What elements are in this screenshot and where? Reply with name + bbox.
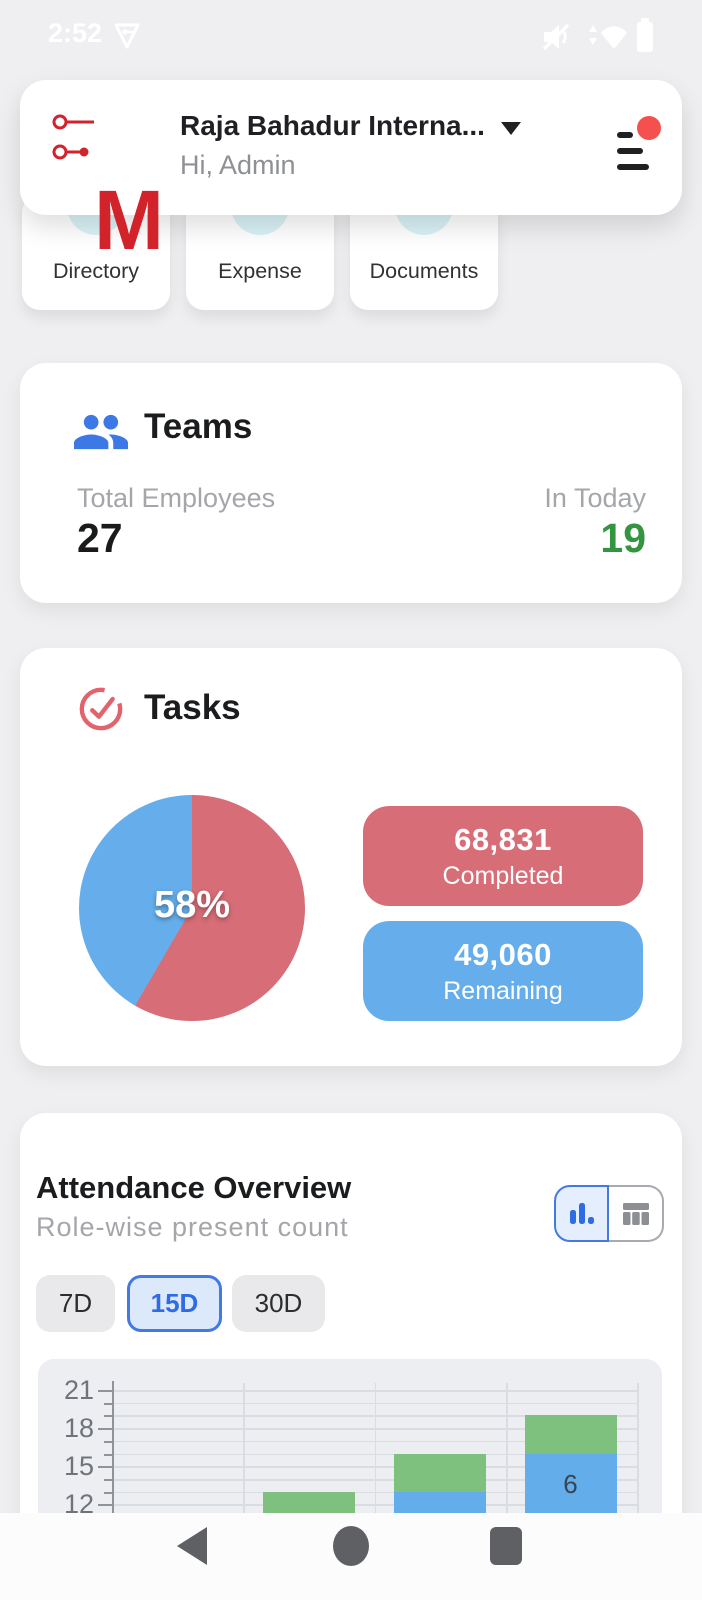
quick-card-label: Expense <box>218 259 302 283</box>
quick-card-label: Directory <box>52 259 139 283</box>
attendance-subtitle: Role-wise present count <box>36 1212 349 1242</box>
remaining-value: 49,060 <box>454 936 552 972</box>
attendance-title: Attendance Overview <box>36 1170 352 1205</box>
table-icon <box>622 1202 649 1225</box>
in-today-label: In Today <box>544 483 646 513</box>
remaining-pill: 49,060 Remaining <box>363 921 643 1021</box>
company-name: Raja Bahadur Interna... <box>180 110 485 141</box>
bar-segment-blue <box>524 1453 617 1513</box>
completed-pill: 68,831 Completed <box>363 806 643 906</box>
status-time: 2:52 <box>48 18 103 48</box>
company-logo-icon <box>52 114 94 160</box>
system-nav-bar <box>0 1513 702 1600</box>
vpn-shield-icon <box>114 23 140 49</box>
bar-segment-green <box>262 1491 355 1513</box>
pie-percent-label: 58% <box>153 884 231 926</box>
range-15d-button[interactable]: 15D <box>127 1275 222 1332</box>
y-axis-tick-label: 15 <box>63 1451 94 1482</box>
quick-card-label: Documents <box>369 259 479 283</box>
recents-icon[interactable] <box>488 1525 524 1567</box>
bar-segment-blue <box>393 1491 486 1513</box>
back-icon[interactable] <box>174 1525 210 1567</box>
network-wifi-icon <box>589 25 627 49</box>
bar-segment-green <box>393 1453 486 1492</box>
y-axis-tick-label: 18 <box>63 1413 94 1444</box>
greeting-text: Hi, Admin <box>180 150 296 180</box>
teams-card: Teams Total Employees 27 In Today 19 <box>20 363 682 603</box>
tasks-pie-chart <box>79 795 305 1021</box>
chevron-down-icon <box>500 121 521 135</box>
tasks-title: Tasks <box>144 688 241 727</box>
logo-letter: M <box>94 173 164 267</box>
home-icon[interactable] <box>331 1525 371 1567</box>
header-card: M Raja Bahadur Interna... Hi, Admin <box>20 80 682 262</box>
y-axis-tick-label: 12 <box>63 1489 94 1513</box>
battery-icon <box>637 18 653 52</box>
range-7d-button[interactable]: 7D <box>36 1275 115 1332</box>
bar-value-label: 6 <box>563 1469 578 1500</box>
range-30d-button[interactable]: 30D <box>232 1275 325 1332</box>
view-toggle-chart[interactable] <box>554 1185 609 1242</box>
teams-group-icon <box>74 414 128 450</box>
remaining-label: Remaining <box>443 976 563 1005</box>
teams-title: Teams <box>144 407 253 446</box>
in-today-value: 19 <box>600 515 646 561</box>
y-axis-tick-label: 21 <box>63 1375 94 1405</box>
view-toggle-table[interactable] <box>609 1185 664 1242</box>
completed-label: Completed <box>442 861 564 890</box>
menu-icon <box>617 132 633 138</box>
tasks-check-icon <box>79 687 123 731</box>
company-dropdown[interactable]: Raja Bahadur Interna... <box>180 110 521 142</box>
notification-dot <box>637 116 661 140</box>
menu-button[interactable] <box>617 116 661 176</box>
total-employees-label: Total Employees <box>77 483 276 513</box>
bar-chart-icon <box>569 1202 594 1224</box>
sound-muted-icon <box>542 23 570 51</box>
bar-segment-green <box>524 1415 617 1454</box>
attendance-bar-chart: 12 15 18 21 6 <box>38 1359 662 1513</box>
total-employees-value: 27 <box>77 515 123 561</box>
completed-value: 68,831 <box>454 821 552 857</box>
